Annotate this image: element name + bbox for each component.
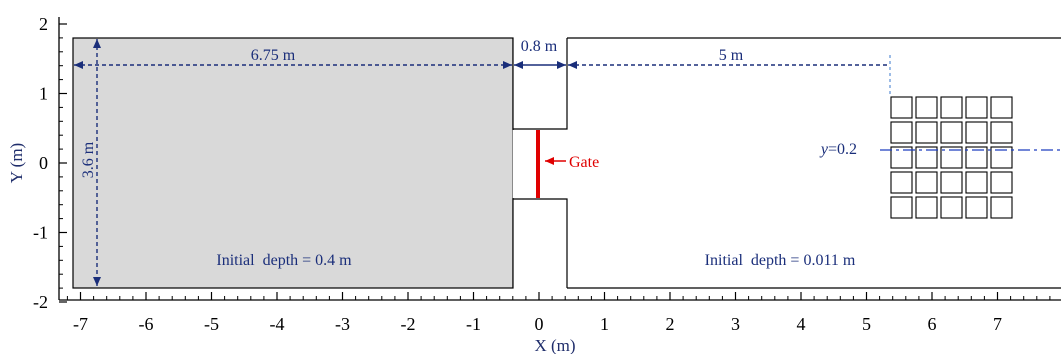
obstacle-block xyxy=(990,96,1013,119)
obstacle-block xyxy=(990,196,1013,219)
y-tick-label: -1 xyxy=(33,223,48,243)
obstacle-block xyxy=(940,146,963,169)
obstacle-block xyxy=(890,146,913,169)
section-line-label: y=0.2 xyxy=(819,141,857,158)
obstacle-block xyxy=(915,121,938,144)
x-tick-label: 4 xyxy=(797,314,806,334)
y-axis-tick-labels: 2 1 0 -1 -2 xyxy=(33,14,48,312)
x-axis-title: X (m) xyxy=(534,336,575,354)
x-tick-label: -7 xyxy=(73,314,88,334)
obstacle-block xyxy=(915,146,938,169)
obstacle-block xyxy=(965,96,988,119)
x-tick-label: -5 xyxy=(204,314,219,334)
obstacle-block xyxy=(990,171,1013,194)
obstacle-block xyxy=(890,196,913,219)
section-line-label-var: y xyxy=(819,141,829,158)
y-tick-label: 2 xyxy=(39,14,48,34)
obstacle-block xyxy=(965,171,988,194)
obstacle-block xyxy=(915,196,938,219)
x-tick-label: -2 xyxy=(401,314,416,334)
obstacle-block xyxy=(990,146,1013,169)
obstacle-block xyxy=(890,121,913,144)
obstacle-block xyxy=(940,196,963,219)
y-tick-label: -2 xyxy=(33,292,48,312)
dim-label-width-left: 6.75 m xyxy=(251,47,296,64)
y-tick-label: 0 xyxy=(39,153,48,173)
gate-channel xyxy=(512,38,568,288)
obstacle-block xyxy=(940,96,963,119)
gate-label: Gate xyxy=(569,154,599,171)
obstacle-block xyxy=(965,146,988,169)
obstacle-array xyxy=(890,96,1013,219)
obstacle-block xyxy=(890,171,913,194)
y-tick-label: 1 xyxy=(39,84,48,104)
plot-axes: -7 -6 -5 -4 -3 -2 -1 0 1 2 3 4 5 6 7 2 1 0 -1 -2 X (m) Y (… xyxy=(7,14,1061,354)
right-depth-label: Initial depth = 0.011 m xyxy=(705,252,856,269)
section-line-label-value: =0.2 xyxy=(828,141,857,158)
y-axis-title: Y (m) xyxy=(7,143,26,183)
x-tick-label: -4 xyxy=(270,314,285,334)
obstacle-block xyxy=(940,121,963,144)
x-tick-label: 3 xyxy=(731,314,740,334)
upstream-reservoir xyxy=(72,37,514,289)
obstacle-block xyxy=(965,196,988,219)
x-tick-label: -1 xyxy=(466,314,481,334)
obstacle-block xyxy=(915,171,938,194)
obstacle-block xyxy=(915,96,938,119)
obstacle-block xyxy=(965,121,988,144)
x-tick-label: 6 xyxy=(928,314,937,334)
obstacle-block xyxy=(890,96,913,119)
x-tick-label: 5 xyxy=(862,314,871,334)
dimension-annotations: 6.75 m 3.6 m 0.8 m 5 m xyxy=(74,38,891,286)
x-axis-tick-labels: -7 -6 -5 -4 -3 -2 -1 0 1 2 3 4 5 6 7 xyxy=(73,314,1002,334)
y-axis-ticks xyxy=(59,23,67,303)
dim-label-obstacle-distance: 5 m xyxy=(719,47,744,64)
channel-wall-top xyxy=(512,38,568,130)
x-tick-label: 7 xyxy=(993,314,1002,334)
x-tick-label: -6 xyxy=(139,314,154,334)
left-depth-label: Initial depth = 0.4 m xyxy=(216,252,352,269)
x-tick-label: 2 xyxy=(666,314,675,334)
x-tick-label: 0 xyxy=(535,314,544,334)
x-tick-label: -3 xyxy=(335,314,350,334)
x-axis-ticks xyxy=(66,292,1051,300)
dim-label-gate-gap: 0.8 m xyxy=(521,38,558,55)
obstacle-block xyxy=(940,171,963,194)
channel-wall-bottom xyxy=(512,198,568,288)
obstacle-block xyxy=(990,121,1013,144)
x-tick-label: 1 xyxy=(600,314,609,334)
dim-label-height-left: 3.6 m xyxy=(80,141,97,178)
